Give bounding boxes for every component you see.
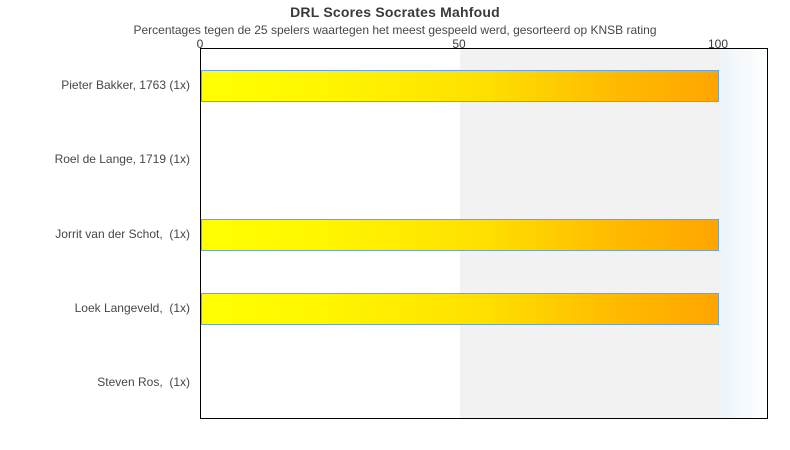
category-label: Steven Ros, (1x) [97,374,190,389]
score-bar [201,218,719,251]
category-label: Jorrit van der Schot, (1x) [55,226,190,241]
plot-area [200,48,768,419]
x-tick-label: 0 [196,37,204,51]
category-label: Roel de Lange, 1719 (1x) [54,152,190,167]
overflow-gradient-zone [719,49,767,418]
category-label: Pieter Bakker, 1763 (1x) [61,78,190,93]
score-bar [201,292,719,325]
chart-subtitle: Percentages tegen de 25 spelers waartege… [133,23,657,37]
category-label: Loek Langeveld, (1x) [74,300,190,315]
chart-title: DRL Scores Socrates Mahfoud [290,4,500,20]
x-tick-label: 100 [707,37,729,51]
x-tick-label: 50 [452,37,466,51]
score-bar [201,70,719,103]
